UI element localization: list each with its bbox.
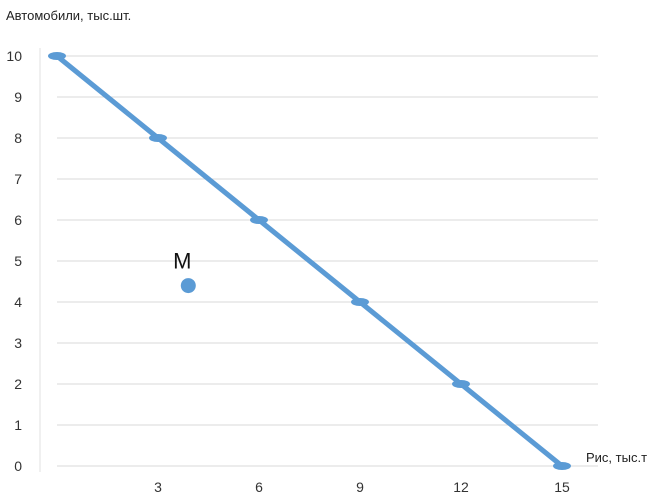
data-point: [452, 380, 470, 388]
y-axis-label: Автомобили, тыс.шт.: [6, 8, 132, 23]
y-tick-label: 1: [14, 417, 22, 433]
x-tick-label: 6: [255, 479, 263, 495]
x-axis-label: Рис, тыс.т: [586, 450, 648, 465]
data-point: [250, 216, 268, 224]
y-tick-label: 7: [14, 171, 22, 187]
y-tick-label: 3: [14, 335, 22, 351]
y-tick-label: 9: [14, 89, 22, 105]
x-tick-label: 9: [356, 479, 364, 495]
annotation-point: [180, 278, 196, 294]
annotation-label: M: [173, 249, 191, 274]
y-tick-label: 8: [14, 130, 22, 146]
series-line: [54, 53, 565, 469]
x-tick-label: 15: [554, 479, 570, 495]
y-tick-label: 0: [14, 458, 22, 474]
data-point: [351, 298, 369, 306]
y-tick-label: 4: [14, 294, 22, 310]
y-tick-label: 6: [14, 212, 22, 228]
data-point: [48, 52, 66, 60]
data-point: [553, 462, 571, 470]
data-point: [149, 134, 167, 142]
y-tick-label: 10: [6, 48, 22, 64]
x-tick-label: 12: [453, 479, 469, 495]
x-tick-label: 3: [154, 479, 162, 495]
y-tick-label: 2: [14, 376, 22, 392]
y-tick-label: 5: [14, 253, 22, 269]
